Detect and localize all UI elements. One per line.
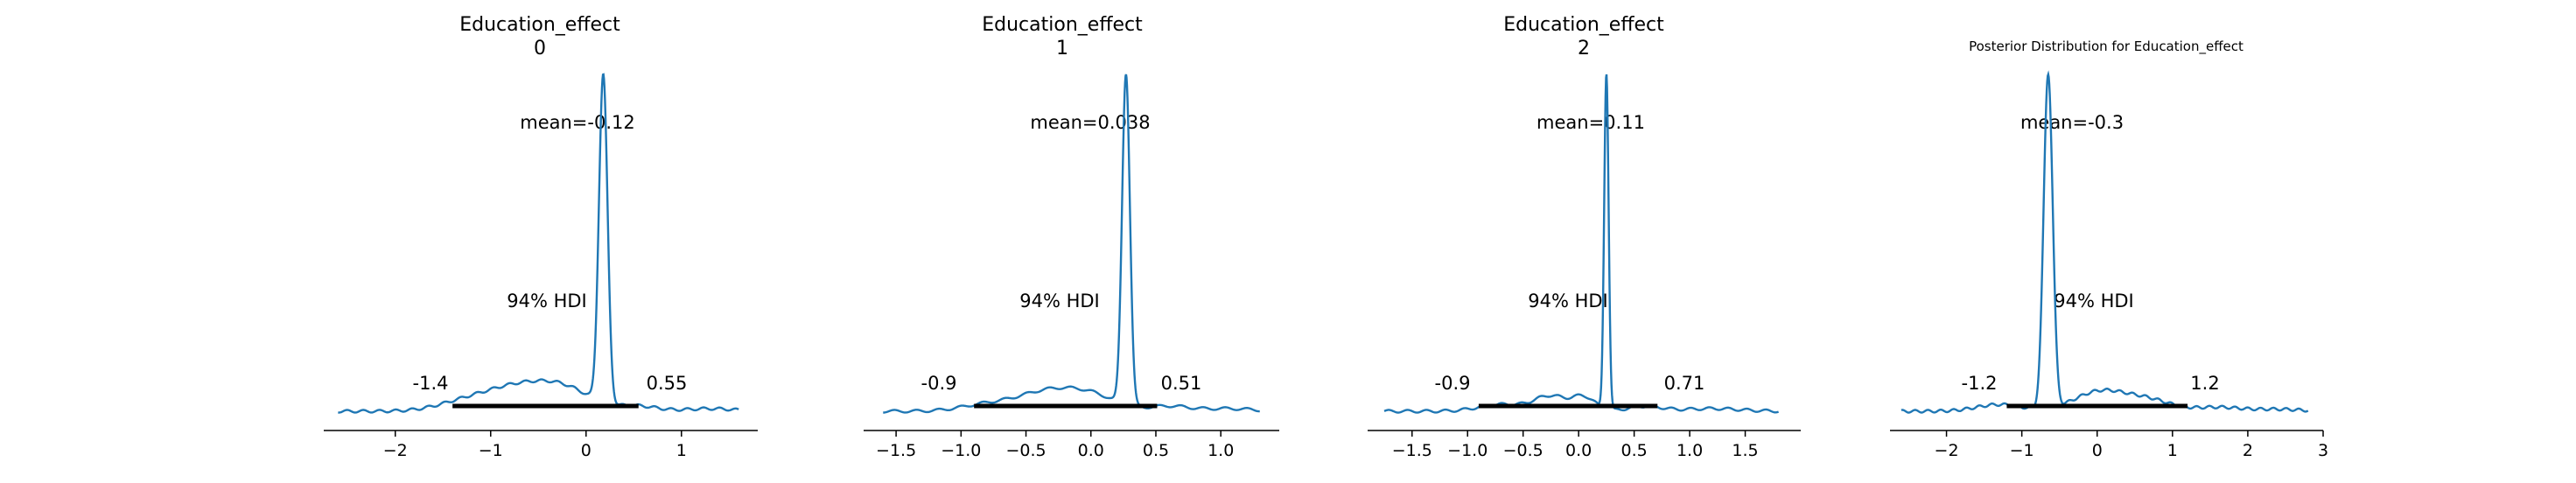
subplot-title-line2: 2 [1578, 38, 1590, 60]
x-tick-label: −1.5 [876, 441, 916, 460]
hdi-label: 94% HDI [1528, 290, 1608, 312]
x-tick-label: −0.5 [1005, 441, 1046, 460]
subplot-title-line1: Education_effect [459, 14, 620, 36]
subplot-title-line1: Education_effect [1503, 14, 1664, 36]
x-tick-label: 0 [2092, 441, 2103, 460]
posterior-subplot-0: Education_effect 0 mean=-0.12 94% HDI -1… [324, 14, 758, 460]
density-curve [1900, 70, 2309, 414]
density-curve [883, 74, 1260, 414]
density-curve [1383, 74, 1780, 414]
x-tick-label: −1.0 [1447, 441, 1488, 460]
x-tick-label: 0.0 [1078, 441, 1104, 460]
x-tick-label: 2 [2243, 441, 2253, 460]
mean-label: mean=-0.12 [520, 112, 635, 133]
hdi-high-label: 0.71 [1664, 373, 1705, 394]
x-tick-label: 1 [2167, 441, 2178, 460]
subplot-title-line2: 1 [1056, 38, 1068, 60]
x-tick-label: −1.5 [1392, 441, 1432, 460]
x-tick-label: 0.5 [1621, 441, 1648, 460]
mean-label: mean=-0.3 [2020, 112, 2124, 133]
hdi-high-label: 1.2 [2190, 373, 2219, 394]
mean-label: mean=0.11 [1536, 112, 1645, 133]
hdi-high-label: 0.55 [647, 373, 688, 394]
x-tick-label: 0 [581, 441, 592, 460]
hdi-label: 94% HDI [1019, 290, 1100, 312]
posterior-subplot-1: Education_effect 1 mean=0.038 94% HDI -0… [864, 14, 1279, 460]
x-tick-label: 3 [2318, 441, 2328, 460]
x-tick-label: 0.5 [1143, 441, 1169, 460]
posterior-subplot-2: Education_effect 2 mean=0.11 94% HDI -0.… [1368, 14, 1801, 460]
posterior-subplot-3: Posterior Distribution for Education_eff… [1890, 38, 2328, 460]
subplot-title-line1: Education_effect [982, 14, 1143, 36]
x-tick-label: −2 [383, 441, 408, 460]
x-tick-label: −1 [479, 441, 503, 460]
mean-label: mean=0.038 [1030, 112, 1150, 133]
subplot-title: Posterior Distribution for Education_eff… [1969, 38, 2244, 55]
x-tick-label: 0.0 [1565, 441, 1592, 460]
hdi-low-label: -0.9 [1435, 373, 1471, 394]
hdi-label: 94% HDI [507, 290, 587, 312]
subplot-title-line2: 0 [534, 38, 546, 60]
x-tick-label: 1.0 [1676, 441, 1703, 460]
hdi-low-label: -1.2 [1962, 373, 1998, 394]
density-curve [338, 73, 739, 414]
hdi-low-label: -0.9 [921, 373, 957, 394]
x-tick-label: 1 [676, 441, 687, 460]
x-tick-label: −2 [1935, 441, 1959, 460]
hdi-low-label: -1.4 [413, 373, 449, 394]
x-tick-label: 1.0 [1208, 441, 1234, 460]
hdi-label: 94% HDI [2054, 290, 2134, 312]
hdi-high-label: 0.51 [1161, 373, 1202, 394]
x-tick-label: 1.5 [1732, 441, 1758, 460]
x-tick-label: −0.5 [1503, 441, 1544, 460]
x-tick-label: −1.0 [941, 441, 981, 460]
x-tick-label: −1 [2010, 441, 2034, 460]
